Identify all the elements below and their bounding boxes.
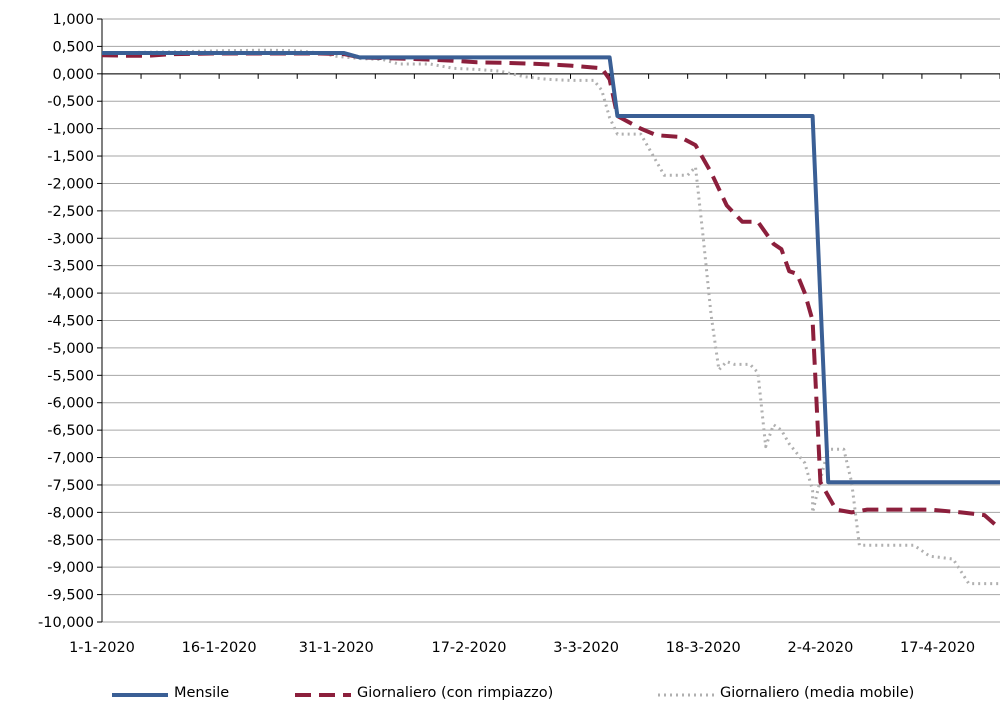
y-tick-label: 1,000 xyxy=(52,12,94,28)
series-line-dotted xyxy=(101,48,1000,586)
x-tick-label: 17-2-2020 xyxy=(431,640,506,656)
x-tick-label: 1-1-2020 xyxy=(69,640,135,656)
y-tick-label: -2,000 xyxy=(47,176,94,192)
y-tick-label: -5,500 xyxy=(47,368,94,384)
legend-item-giornaliero-rimpiazzo: Giornaliero (con rimpiazzo) xyxy=(295,680,553,706)
x-tick-labels: 1-1-2020 16-1-2020 31-1-2020 17-2-2020 3-3-2… xyxy=(69,640,975,656)
axes xyxy=(97,18,1000,623)
y-tick-label: -8,500 xyxy=(47,533,94,549)
y-tick-label: -6,500 xyxy=(47,423,94,439)
y-tick-label: -9,000 xyxy=(47,560,94,576)
legend-swatch-giornaliero-rimpiazzo xyxy=(295,688,351,698)
y-tick-label: -1,500 xyxy=(47,149,94,165)
legend-swatch-mensile xyxy=(112,688,168,698)
y-tick-label: -8,000 xyxy=(47,505,94,521)
y-tick-label: -3,000 xyxy=(47,231,94,247)
series-line-solid xyxy=(102,51,1000,485)
series xyxy=(101,48,1000,586)
gridlines xyxy=(102,18,1000,623)
y-tick-label: -7,000 xyxy=(47,451,94,467)
y-tick-label: -9,500 xyxy=(47,588,94,604)
x-tick-label: 18-3-2020 xyxy=(666,640,741,656)
legend-swatch-giornaliero-media xyxy=(658,688,714,698)
legend-item-giornaliero-media: Giornaliero (media mobile) xyxy=(658,680,914,706)
x-tick-label: 3-3-2020 xyxy=(553,640,619,656)
y-tick-label: -7,500 xyxy=(47,478,94,494)
legend: Mensile Giornaliero (con rimpiazzo) Gior… xyxy=(0,680,1000,706)
x-tick-label: 2-4-2020 xyxy=(787,640,853,656)
y-tick-label: -1,000 xyxy=(47,122,94,138)
y-tick-label: -5,000 xyxy=(47,341,94,357)
legend-label-mensile: Mensile xyxy=(174,685,230,701)
y-tick-label: -3,500 xyxy=(47,259,94,275)
y-tick-label: -6,000 xyxy=(47,396,94,412)
x-tick-label: 17-4-2020 xyxy=(900,640,975,656)
series-line-dashed xyxy=(101,51,1000,531)
chart-svg: 1,000 0,500 0,000 -0,500 -1,000 -1,500 -2,000 -… xyxy=(38,12,1000,656)
y-tick-label: 0,000 xyxy=(52,67,94,83)
legend-label-giornaliero-rimpiazzo: Giornaliero (con rimpiazzo) xyxy=(357,685,554,701)
y-tick-label: -0,500 xyxy=(47,94,94,110)
legend-label-giornaliero-media: Giornaliero (media mobile) xyxy=(720,685,915,701)
y-tick-labels: 1,000 0,500 0,000 -0,500 -1,000 -1,500 -2,000 -… xyxy=(38,12,94,631)
y-tick-label: 0,500 xyxy=(52,39,94,55)
y-tick-label: -2,500 xyxy=(47,204,94,220)
y-tick-label: -4,500 xyxy=(47,314,94,330)
legend-item-mensile: Mensile xyxy=(112,680,229,706)
x-tick-label: 31-1-2020 xyxy=(299,640,374,656)
x-tick-label: 16-1-2020 xyxy=(182,640,257,656)
y-tick-label: -4,000 xyxy=(47,286,94,302)
y-tick-label: -10,000 xyxy=(38,615,94,631)
